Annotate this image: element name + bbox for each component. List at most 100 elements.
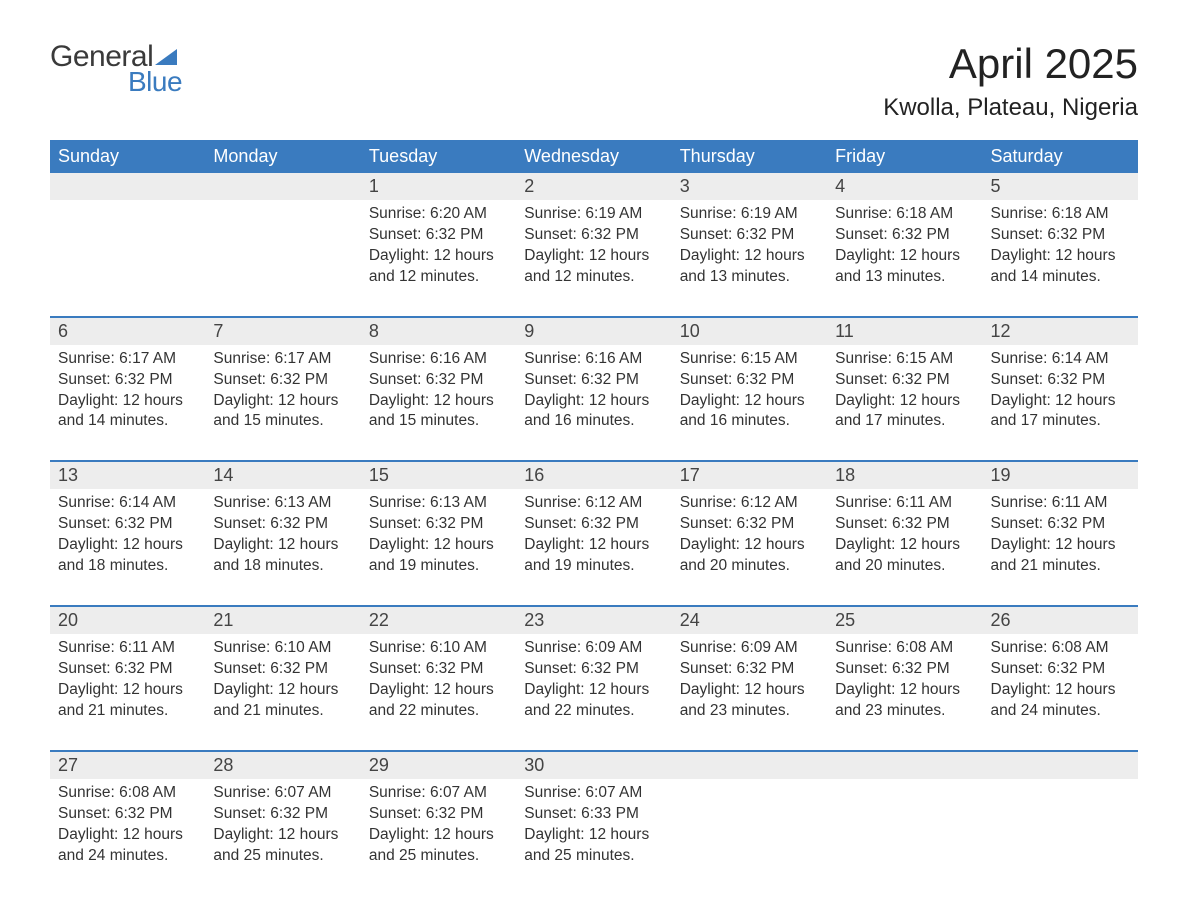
day-cell: Sunrise: 6:07 AMSunset: 6:32 PMDaylight:…: [361, 779, 516, 895]
daylight-text-1: Daylight: 12 hours: [524, 825, 663, 846]
day-cell: Sunrise: 6:11 AMSunset: 6:32 PMDaylight:…: [827, 489, 982, 606]
daylight-text-1: Daylight: 12 hours: [991, 680, 1130, 701]
day-cell: Sunrise: 6:10 AMSunset: 6:32 PMDaylight:…: [361, 634, 516, 751]
day-number: 23: [516, 606, 671, 634]
day-number: 28: [205, 751, 360, 779]
sunrise-text: Sunrise: 6:13 AM: [213, 493, 352, 514]
sunrise-text: Sunrise: 6:10 AM: [369, 638, 508, 659]
daylight-text-2: and 19 minutes.: [369, 556, 508, 577]
title-block: April 2025 Kwolla, Plateau, Nigeria: [883, 40, 1138, 122]
daylight-text-1: Daylight: 12 hours: [524, 535, 663, 556]
daylight-text-2: and 25 minutes.: [369, 846, 508, 867]
day-header: Wednesday: [516, 140, 671, 173]
daylight-text-2: and 12 minutes.: [524, 267, 663, 288]
daylight-text-1: Daylight: 12 hours: [58, 391, 197, 412]
daylight-text-1: Daylight: 12 hours: [680, 680, 819, 701]
sunset-text: Sunset: 6:32 PM: [835, 514, 974, 535]
day-cell: Sunrise: 6:18 AMSunset: 6:32 PMDaylight:…: [983, 200, 1138, 317]
day-number: [983, 751, 1138, 779]
daylight-text-1: Daylight: 12 hours: [524, 680, 663, 701]
sunrise-text: Sunrise: 6:15 AM: [835, 349, 974, 370]
day-number: 15: [361, 461, 516, 489]
sunrise-text: Sunrise: 6:18 AM: [835, 204, 974, 225]
day-number: 10: [672, 317, 827, 345]
daylight-text-1: Daylight: 12 hours: [524, 246, 663, 267]
day-cell: Sunrise: 6:08 AMSunset: 6:32 PMDaylight:…: [50, 779, 205, 895]
sunrise-text: Sunrise: 6:07 AM: [369, 783, 508, 804]
day-number: 9: [516, 317, 671, 345]
daylight-text-2: and 18 minutes.: [58, 556, 197, 577]
daylight-text-1: Daylight: 12 hours: [524, 391, 663, 412]
day-cell: Sunrise: 6:11 AMSunset: 6:32 PMDaylight:…: [50, 634, 205, 751]
day-cell: Sunrise: 6:16 AMSunset: 6:32 PMDaylight:…: [361, 345, 516, 462]
sunset-text: Sunset: 6:32 PM: [835, 659, 974, 680]
sunrise-text: Sunrise: 6:20 AM: [369, 204, 508, 225]
daylight-text-1: Daylight: 12 hours: [680, 535, 819, 556]
day-number: 2: [516, 173, 671, 200]
sunrise-text: Sunrise: 6:12 AM: [524, 493, 663, 514]
logo: General Blue: [50, 40, 183, 98]
sunset-text: Sunset: 6:32 PM: [991, 659, 1130, 680]
daylight-text-1: Daylight: 12 hours: [213, 825, 352, 846]
day-cell: [205, 200, 360, 317]
daylight-text-2: and 20 minutes.: [680, 556, 819, 577]
day-cell: [50, 200, 205, 317]
daylight-text-1: Daylight: 12 hours: [213, 391, 352, 412]
sunrise-text: Sunrise: 6:17 AM: [213, 349, 352, 370]
day-header: Friday: [827, 140, 982, 173]
day-cell: Sunrise: 6:12 AMSunset: 6:32 PMDaylight:…: [672, 489, 827, 606]
sunrise-text: Sunrise: 6:07 AM: [524, 783, 663, 804]
sunset-text: Sunset: 6:32 PM: [58, 659, 197, 680]
daylight-text-2: and 21 minutes.: [58, 701, 197, 722]
day-number: 20: [50, 606, 205, 634]
daylight-text-1: Daylight: 12 hours: [369, 680, 508, 701]
sunrise-text: Sunrise: 6:08 AM: [835, 638, 974, 659]
daylight-text-2: and 15 minutes.: [213, 411, 352, 432]
daylight-text-1: Daylight: 12 hours: [213, 680, 352, 701]
daylight-text-2: and 19 minutes.: [524, 556, 663, 577]
day-cell: Sunrise: 6:17 AMSunset: 6:32 PMDaylight:…: [205, 345, 360, 462]
day-number: 4: [827, 173, 982, 200]
sunset-text: Sunset: 6:32 PM: [369, 514, 508, 535]
logo-word2: Blue: [128, 66, 182, 98]
daylight-text-2: and 20 minutes.: [835, 556, 974, 577]
sunset-text: Sunset: 6:32 PM: [835, 370, 974, 391]
daylight-text-2: and 24 minutes.: [58, 846, 197, 867]
day-cell: [983, 779, 1138, 895]
content-row: Sunrise: 6:20 AMSunset: 6:32 PMDaylight:…: [50, 200, 1138, 317]
sunset-text: Sunset: 6:32 PM: [58, 804, 197, 825]
sunrise-text: Sunrise: 6:09 AM: [524, 638, 663, 659]
sunset-text: Sunset: 6:32 PM: [991, 225, 1130, 246]
sunrise-text: Sunrise: 6:08 AM: [58, 783, 197, 804]
day-number: 17: [672, 461, 827, 489]
daylight-text-1: Daylight: 12 hours: [58, 680, 197, 701]
day-number: 30: [516, 751, 671, 779]
sunset-text: Sunset: 6:32 PM: [213, 514, 352, 535]
sunrise-text: Sunrise: 6:19 AM: [524, 204, 663, 225]
sunset-text: Sunset: 6:32 PM: [524, 514, 663, 535]
day-number: 3: [672, 173, 827, 200]
day-number: 29: [361, 751, 516, 779]
sunrise-text: Sunrise: 6:16 AM: [524, 349, 663, 370]
sunrise-text: Sunrise: 6:07 AM: [213, 783, 352, 804]
daylight-text-2: and 22 minutes.: [524, 701, 663, 722]
daylight-text-1: Daylight: 12 hours: [835, 535, 974, 556]
daylight-text-2: and 12 minutes.: [369, 267, 508, 288]
sunrise-text: Sunrise: 6:14 AM: [991, 349, 1130, 370]
day-number: 7: [205, 317, 360, 345]
daylight-text-2: and 17 minutes.: [835, 411, 974, 432]
daylight-text-1: Daylight: 12 hours: [58, 535, 197, 556]
sunrise-text: Sunrise: 6:16 AM: [369, 349, 508, 370]
daylight-text-2: and 23 minutes.: [680, 701, 819, 722]
sunrise-text: Sunrise: 6:13 AM: [369, 493, 508, 514]
sunset-text: Sunset: 6:32 PM: [524, 225, 663, 246]
day-number: [827, 751, 982, 779]
content-row: Sunrise: 6:11 AMSunset: 6:32 PMDaylight:…: [50, 634, 1138, 751]
daylight-text-2: and 25 minutes.: [524, 846, 663, 867]
daylight-text-1: Daylight: 12 hours: [991, 246, 1130, 267]
day-cell: Sunrise: 6:09 AMSunset: 6:32 PMDaylight:…: [672, 634, 827, 751]
page-title: April 2025: [883, 40, 1138, 88]
day-cell: Sunrise: 6:13 AMSunset: 6:32 PMDaylight:…: [361, 489, 516, 606]
sunset-text: Sunset: 6:32 PM: [991, 514, 1130, 535]
day-number: 12: [983, 317, 1138, 345]
